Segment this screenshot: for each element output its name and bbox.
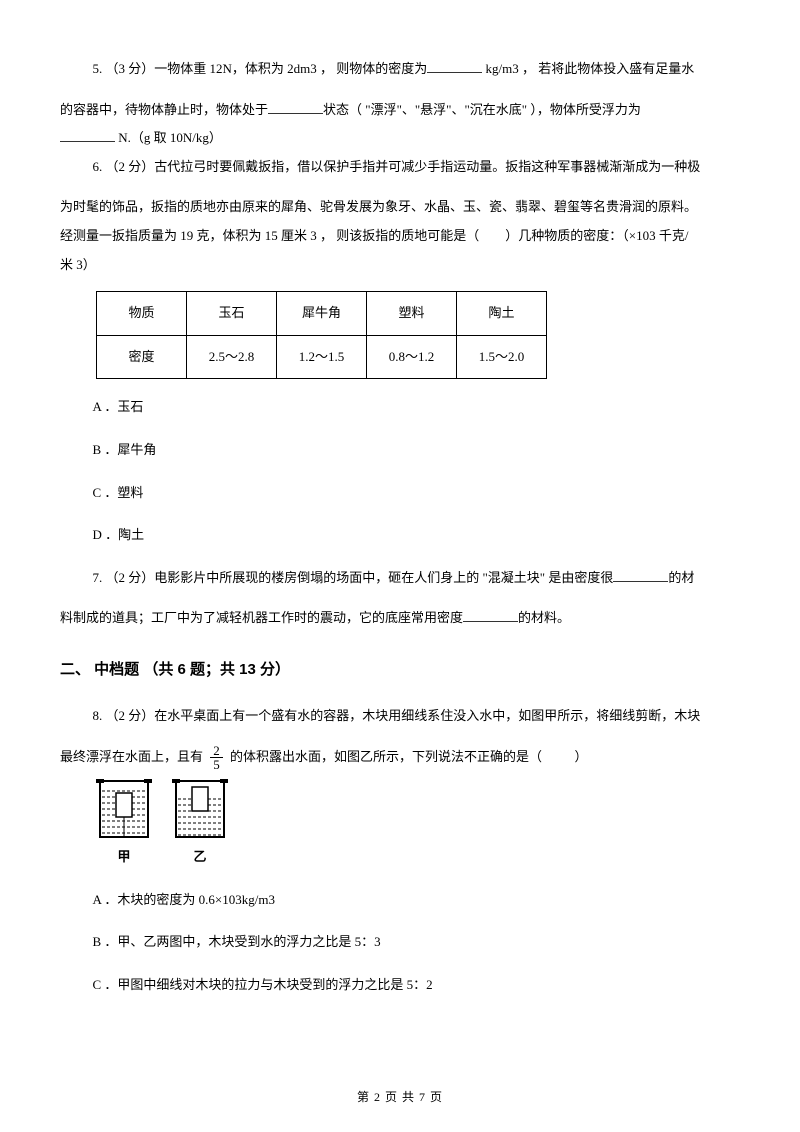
- q7-t3: 料制成的道具；工厂中为了减轻机器工作时的震动，它的底座常用密度: [60, 610, 463, 625]
- question-8-line2: 最终漂浮在水面上，且有 2 5 的体积露出水面，如图乙所示，下列说法不正确的是（…: [60, 743, 740, 772]
- table-row: 物质 玉石 犀牛角 塑料 陶土: [97, 292, 547, 336]
- question-6-line2: 为时髦的饰品，扳指的质地亦由原来的犀角、驼骨发展为象牙、水晶、玉、瓷、翡翠、碧玺…: [60, 193, 740, 222]
- cell: 密度: [97, 335, 187, 379]
- q8-t2a: 最终漂浮在水面上，且有: [60, 749, 206, 764]
- question-7-line1: 7. （2 分）电影影片中所展现的楼房倒塌的场面中，砸在人们身上的 "混凝土块"…: [60, 564, 740, 593]
- q5-l2a: 的容器中，待物体静止时，物体处于: [60, 102, 268, 117]
- fraction-numerator: 2: [210, 744, 223, 758]
- blank[interactable]: [613, 569, 668, 582]
- q5-pre: 5. （3 分）一物体重 12N，体积为 2dm3 ， 则物体的密度为: [93, 61, 428, 76]
- figure-label-yi: 乙: [193, 843, 206, 872]
- fraction-denominator: 5: [210, 758, 223, 771]
- blank[interactable]: [268, 101, 323, 114]
- option-b[interactable]: B ．犀牛角: [60, 436, 740, 465]
- q5-unit: kg/m3 ， 若将此物体投入盛有足量水: [482, 61, 694, 76]
- question-5-line1: 5. （3 分）一物体重 12N，体积为 2dm3 ， 则物体的密度为 kg/m…: [60, 55, 740, 84]
- option-c[interactable]: C ．甲图中细线对木块的拉力与木块受到的浮力之比是 5：2: [60, 971, 740, 1000]
- question-7-line2: 料制成的道具；工厂中为了减轻机器工作时的震动，它的底座常用密度 的材料。: [60, 604, 740, 633]
- question-6-line3: 经测量一扳指质量为 19 克，体积为 15 厘米 3 ， 则该扳指的质地可能是（…: [60, 222, 740, 251]
- q7-t2: 的材: [668, 570, 694, 585]
- option-b[interactable]: B ．甲、乙两图中，木块受到水的浮力之比是 5：3: [60, 928, 740, 957]
- option-a[interactable]: A ．木块的密度为 0.6×103kg/m3: [60, 886, 740, 915]
- option-d[interactable]: D ．陶土: [60, 521, 740, 550]
- q7-t4: 的材料。: [518, 610, 570, 625]
- section-2-header: 二、 中档题 （共 6 题；共 13 分）: [60, 653, 740, 686]
- cell: 2.5～2.8: [187, 335, 277, 379]
- cell: 塑料: [367, 292, 457, 336]
- table-row: 密度 2.5～2.8 1.2～1.5 0.8～1.2 1.5～2.0: [97, 335, 547, 379]
- cell: 玉石: [187, 292, 277, 336]
- cell: 陶土: [457, 292, 547, 336]
- blank[interactable]: [427, 60, 482, 73]
- cell: 物质: [97, 292, 187, 336]
- beaker-jia-icon: [96, 777, 152, 839]
- blank[interactable]: [463, 609, 518, 622]
- cell: 1.2～1.5: [277, 335, 367, 379]
- figure-yi: 乙: [172, 777, 228, 872]
- question-6-line4: 米 3）: [60, 251, 740, 280]
- figure-jia: 甲: [96, 777, 152, 872]
- question-5-line2: 的容器中，待物体静止时，物体处于 状态（ "漂浮"、"悬浮"、"沉在水底" ），物…: [60, 96, 740, 125]
- cell: 0.8～1.2: [367, 335, 457, 379]
- fraction: 2 5: [210, 744, 223, 771]
- q5-l2b: 状态（ "漂浮"、"悬浮"、"沉在水底" ），物体所受浮力为: [323, 102, 641, 117]
- figures-container: 甲 乙: [96, 777, 740, 872]
- question-8-line1: 8. （2 分）在水平桌面上有一个盛有水的容器，木块用细线系住没入水中，如图甲所…: [60, 702, 740, 731]
- q5-l3: N.（g 取 10N/kg）: [115, 130, 222, 145]
- question-5-line3: N.（g 取 10N/kg）: [60, 124, 740, 153]
- option-a[interactable]: A ．玉石: [60, 393, 740, 422]
- figure-label-jia: 甲: [117, 843, 130, 872]
- page-footer: 第 2 页 共 7 页: [0, 1084, 800, 1110]
- q8-t2b: 的体积露出水面，如图乙所示，下列说法不正确的是（ ）: [230, 749, 588, 764]
- beaker-yi-icon: [172, 777, 228, 839]
- cell: 1.5～2.0: [457, 335, 547, 379]
- option-c[interactable]: C ．塑料: [60, 479, 740, 508]
- cell: 犀牛角: [277, 292, 367, 336]
- blank[interactable]: [60, 129, 115, 142]
- density-table: 物质 玉石 犀牛角 塑料 陶土 密度 2.5～2.8 1.2～1.5 0.8～1…: [96, 291, 547, 379]
- question-6-line1: 6. （2 分）古代拉弓时要佩戴扳指，借以保护手指并可减少手指运动量。扳指这种军…: [60, 153, 740, 182]
- q7-t1: 7. （2 分）电影影片中所展现的楼房倒塌的场面中，砸在人们身上的 "混凝土块"…: [93, 570, 614, 585]
